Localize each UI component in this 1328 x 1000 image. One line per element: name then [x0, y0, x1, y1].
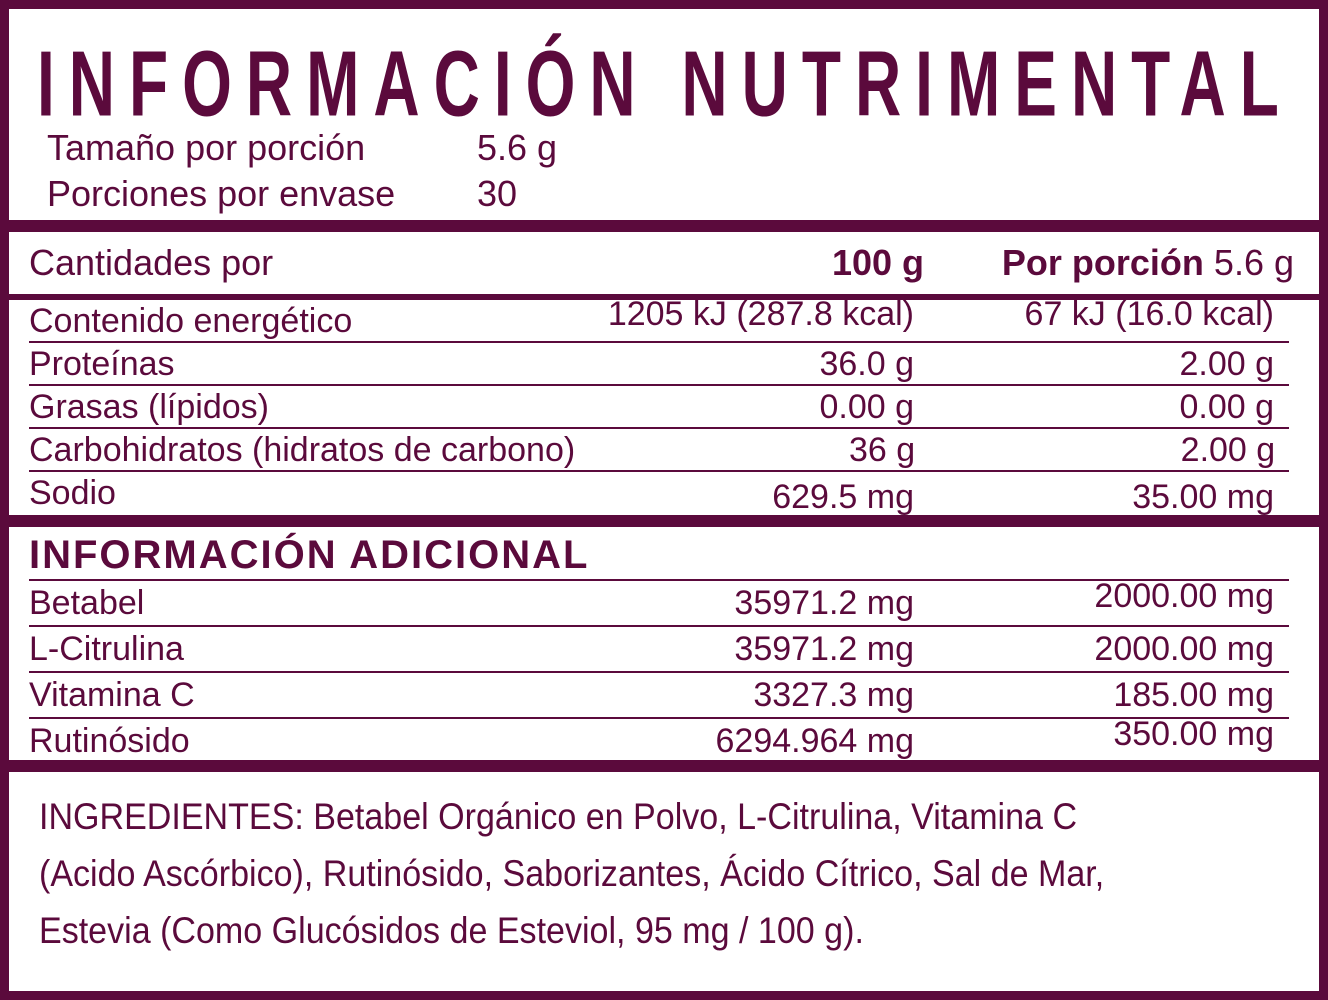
per-portion-value: 2.00 g	[1180, 430, 1276, 469]
ingredients-section: INGREDIENTES: Betabel Orgánico en Polvo,…	[0, 763, 1328, 1000]
serving-size-value: 5.6 g	[477, 127, 558, 168]
nutrient-row-protein: Proteínas 36.0 g 2.00 g	[9, 343, 1319, 384]
per-portion-size: 5.6 g	[1213, 242, 1294, 283]
per-100g-value: 36.0 g	[819, 344, 914, 383]
col-header-per-portion: Por porción 5.6 g	[924, 242, 1294, 284]
title-section: INFORMACIÓN NUTRIMENTAL Tamaño por porci…	[0, 0, 1328, 229]
per-100g-value: 3327.3 mg	[753, 676, 914, 714]
row-divider	[29, 427, 1289, 429]
per-portion-value: 350.00 mg	[1113, 715, 1274, 753]
ingredients-line: (Acido Ascórbico), Rutinósido, Saborizan…	[39, 853, 1105, 894]
per-portion-value: 35.00 mg	[1132, 477, 1274, 516]
nutrition-table-section: Cantidades por 100 g Por porción 5.6 g C…	[0, 223, 1328, 524]
ingredients-line: Estevia (Como Glucósidos de Esteviol, 95…	[39, 910, 864, 951]
nutrient-row-fat: Grasas (lípidos) 0.00 g 0.00 g	[9, 386, 1319, 427]
servings-per-container-label: Porciones por envase	[47, 173, 396, 214]
additional-row-rutinosido: Rutinósido 6294.964 mg 350.00 mg	[9, 715, 1319, 763]
per-100g-value: 629.5 mg	[772, 477, 914, 516]
page-title-text: INFORMACIÓN NUTRIMENTAL	[37, 31, 1293, 136]
row-divider	[29, 341, 1289, 343]
servings-per-container-value: 30	[477, 173, 518, 214]
additional-row-vitamina-c: Vitamina C 3327.3 mg 185.00 mg	[9, 673, 1319, 717]
per-100g-value: 35971.2 mg	[734, 584, 914, 622]
ingredients-line: INGREDIENTES: Betabel Orgánico en Polvo,…	[39, 796, 1078, 837]
nutrient-label: Grasas (lípidos)	[29, 387, 269, 426]
per-100g-value: 0.00 g	[819, 387, 914, 426]
row-divider	[29, 717, 1289, 719]
serving-size-row: Tamaño por porción 5.6 g	[37, 125, 1293, 171]
serving-size-label: Tamaño por porción	[47, 127, 366, 168]
additional-info-title: INFORMACIÓN ADICIONAL	[29, 532, 590, 577]
header-divider	[9, 294, 1319, 300]
per-portion-value: 185.00 mg	[1113, 676, 1274, 714]
per-portion-value: 2.00 g	[1179, 344, 1274, 383]
row-divider	[29, 470, 1289, 472]
ingredient-label: Vitamina C	[29, 676, 195, 714]
per-portion-value: 67 kJ (16.0 kcal)	[1024, 294, 1274, 333]
servings-per-container-row: Porciones por envase 30	[37, 171, 1293, 217]
nutrient-row-carbs: Carbohidratos (hidratos de carbono) 36 g…	[9, 429, 1319, 470]
per-100g-value: 1205 kJ (287.8 kcal)	[607, 294, 914, 333]
ingredient-label: Betabel	[29, 584, 145, 622]
per-portion-label: Por porción	[1001, 242, 1204, 283]
per-portion-value: 0.00 g	[1179, 387, 1274, 426]
ingredient-label: L-Citrulina	[29, 630, 184, 668]
nutrient-label: Carbohidratos (hidratos de carbono)	[29, 430, 576, 469]
amounts-per-label: Cantidades por	[29, 242, 274, 283]
table-header-row: Cantidades por 100 g Por porción 5.6 g	[9, 232, 1319, 294]
per-100g-value: 35971.2 mg	[734, 630, 914, 668]
per-portion-value: 2000.00 mg	[1094, 630, 1274, 668]
nutrient-row-energy: Contenido energético 1205 kJ (287.8 kcal…	[9, 294, 1319, 341]
nutrient-label: Sodio	[29, 473, 116, 512]
additional-row-citrulina: L-Citrulina 35971.2 mg 2000.00 mg	[9, 627, 1319, 671]
ingredient-label: Rutinósido	[29, 722, 190, 760]
additional-row-betabel: Betabel 35971.2 mg 2000.00 mg	[9, 577, 1319, 625]
per-100g-value: 6294.964 mg	[715, 722, 915, 760]
page-title: INFORMACIÓN NUTRIMENTAL	[37, 19, 1293, 130]
row-divider	[29, 671, 1289, 673]
col-header-100g: 100 g	[831, 242, 924, 283]
nutrient-label: Contenido energético	[29, 301, 353, 340]
additional-info-section: INFORMACIÓN ADICIONAL Betabel 35971.2 mg…	[0, 518, 1328, 769]
row-divider	[29, 384, 1289, 386]
nutrient-row-sodium: Sodio 629.5 mg 35.00 mg	[9, 472, 1319, 516]
per-portion-value: 2000.00 mg	[1094, 577, 1274, 615]
row-divider	[29, 625, 1289, 627]
row-divider	[29, 579, 1289, 581]
nutrient-label: Proteínas	[29, 344, 175, 383]
per-100g-value: 36 g	[849, 430, 916, 469]
